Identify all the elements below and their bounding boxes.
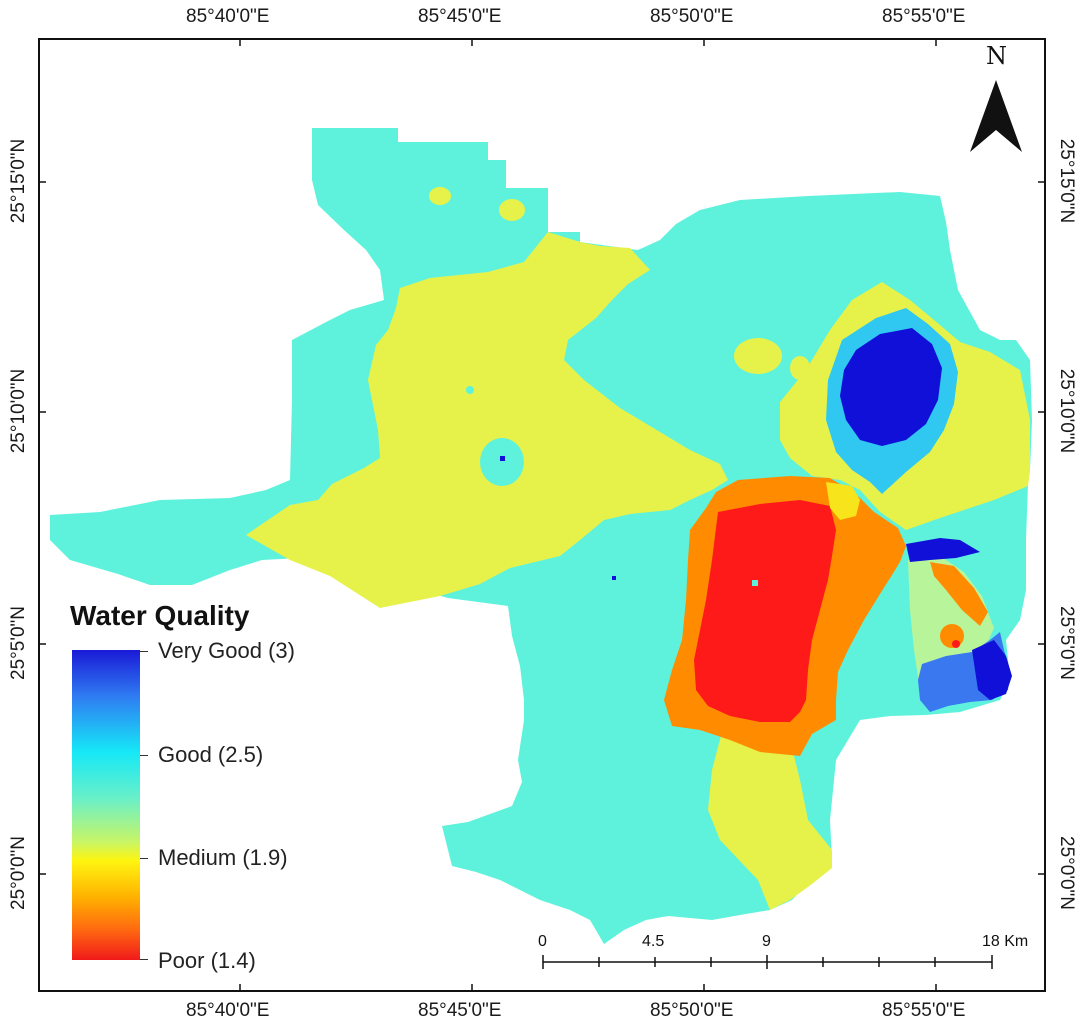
medium-island [429,187,451,205]
moderate-poor-dot [940,624,964,648]
legend-label-poor: Poor (1.4) [158,948,256,973]
very-good-dot [500,456,505,461]
zone-very-good-strip [906,538,980,562]
lon-label-bottom: 85°45'0"E [418,1000,502,1021]
medium-island [734,338,782,374]
lat-label-right: 25°0'0"N [1056,836,1077,910]
legend-tick [140,651,148,652]
legend-label-medium: Medium (1.9) [158,845,288,870]
scale-bar [542,955,993,969]
zone-very-good [840,328,942,446]
lat-label-right: 25°10'0"N [1056,368,1077,454]
poor-dot [952,640,960,648]
graticule-ticks [38,38,1046,992]
scale-label-0: 0 [538,933,547,950]
medium-island [790,356,810,380]
legend-color-ramp [72,650,140,960]
scale-label-4-5: 4.5 [642,933,665,950]
scale-label-18: 18 Km [982,933,1029,950]
legend-tick [140,858,148,859]
lat-label-left: 25°10'0"N [8,368,29,454]
zone-medium-west [246,232,728,608]
north-arrow-icon [970,80,1022,152]
medium-island [499,199,525,221]
medium-patch [826,482,860,520]
legend-title: Water Quality [70,600,250,631]
lon-label-bottom: 85°50'0"E [650,1000,734,1021]
scale-label-9: 9 [762,933,771,950]
zone-moderate-poor-se [930,562,988,626]
lon-label-top: 85°55'0"E [882,6,966,27]
zone-very-good-se [972,640,1012,700]
good-island [480,438,524,486]
legend-tick [140,959,148,960]
zone-poor [694,500,836,722]
lat-label-right: 25°15'0"N [1056,138,1077,224]
lat-label-left: 25°5'0"N [8,606,29,680]
legend-tick [140,755,148,756]
legend-label-good: Good (2.5) [158,742,264,767]
map-frame [38,38,1046,992]
zone-medium-south [708,728,832,910]
lat-label-left: 25°0'0"N [8,836,29,910]
lat-label-left: 25°15'0"N [8,138,29,224]
lon-label-bottom: 85°40'0"E [186,1000,270,1021]
legend-label-very-good: Very Good (3) [158,638,295,663]
lat-label-right: 25°5'0"N [1056,606,1077,680]
lon-label-top: 85°50'0"E [650,6,734,27]
good-island [466,386,474,394]
very-good-dot [612,576,616,580]
lon-label-top: 85°40'0"E [186,6,270,27]
good-dot [752,580,758,586]
lon-label-bottom: 85°55'0"E [882,1000,966,1021]
north-label: N [986,42,1007,70]
lon-label-top: 85°45'0"E [418,6,502,27]
